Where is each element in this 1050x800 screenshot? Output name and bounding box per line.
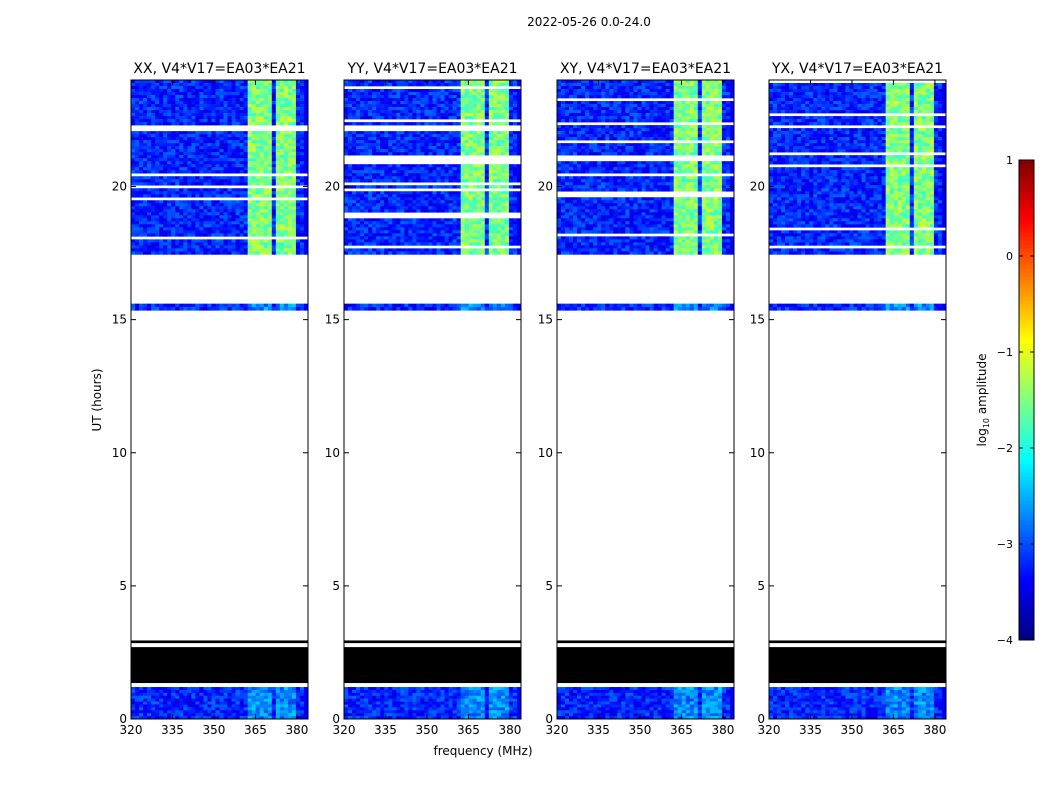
x-tick-label: 350 xyxy=(629,723,652,737)
colorbar: −4 −3 −2 −1 0 1 log10 amplitude xyxy=(975,154,1035,647)
y-tick-label: 5 xyxy=(757,579,765,593)
y-tick-label: 10 xyxy=(750,446,765,460)
x-axis-label: frequency (MHz) xyxy=(433,744,532,758)
y-tick-label: 20 xyxy=(538,180,553,194)
x-tick-label: 350 xyxy=(841,723,864,737)
y-tick-label: 0 xyxy=(757,712,765,726)
y-tick-label: 10 xyxy=(325,446,340,460)
x-tick-label: 365 xyxy=(244,723,267,737)
panel-title: YX, V4*V17=EA03*EA21 xyxy=(771,61,943,77)
x-tick-label: 320 xyxy=(333,723,356,737)
flagged-band xyxy=(769,647,946,684)
flagged-band xyxy=(769,640,946,644)
x-tick-label: 335 xyxy=(161,723,184,737)
flagged-band xyxy=(131,647,308,684)
y-tick-label: 10 xyxy=(538,446,553,460)
y-tick-label: 0 xyxy=(119,712,127,726)
y-tick-label: 0 xyxy=(545,712,553,726)
axes-frame xyxy=(768,79,947,720)
waterfall-image xyxy=(769,83,946,719)
x-tick-label: 335 xyxy=(587,723,610,737)
x-tick-label: 380 xyxy=(498,723,521,737)
y-tick-label: 20 xyxy=(325,180,340,194)
axes-frame xyxy=(343,79,522,720)
y-tick-label: 5 xyxy=(332,579,340,593)
waterfall-image xyxy=(344,80,521,719)
flagged-band xyxy=(344,647,521,684)
x-tick-label: 335 xyxy=(374,723,397,737)
x-tick-label: 320 xyxy=(758,723,781,737)
panel-yx: YX, V4*V17=EA03*EA21 320 335 350 365 380 0 5 10 1… xyxy=(750,61,947,737)
x-tick-label: 380 xyxy=(923,723,946,737)
y-tick-label: 5 xyxy=(119,579,127,593)
flagged-band xyxy=(131,640,308,644)
y-tick-label: 20 xyxy=(112,180,127,194)
x-tick-label: 320 xyxy=(120,723,143,737)
x-tick-label: 380 xyxy=(285,723,308,737)
x-tick-label: 365 xyxy=(670,723,693,737)
colorbar-tick-label: −1 xyxy=(997,346,1013,359)
y-tick-label: 5 xyxy=(545,579,553,593)
x-tick-label: 350 xyxy=(203,723,226,737)
panel-title: YY, V4*V17=EA03*EA21 xyxy=(346,61,517,77)
colorbar-tick-label: −2 xyxy=(997,442,1013,455)
waterfall-image xyxy=(557,80,734,719)
axes-frame xyxy=(556,79,735,720)
y-tick-label: 10 xyxy=(112,446,127,460)
panel-xx: XX, V4*V17=EA03*EA21 320 335 350 365 380 0 5 10 1… xyxy=(112,61,309,737)
panel-xy: XY, V4*V17=EA03*EA21 320 335 350 365 380 0 5 10 1… xyxy=(538,61,735,737)
y-tick-label: 15 xyxy=(750,313,765,327)
flagged-band xyxy=(557,640,734,644)
chart-title: 2022-05-26 0.0-24.0 xyxy=(527,15,651,29)
x-tick-label: 365 xyxy=(882,723,905,737)
y-tick-label: 20 xyxy=(750,180,765,194)
x-tick-label: 365 xyxy=(457,723,480,737)
colorbar-tick-label: 1 xyxy=(1006,154,1013,167)
x-tick-label: 320 xyxy=(546,723,569,737)
y-axis-label: UT (hours) xyxy=(90,368,104,431)
x-tick-label: 350 xyxy=(416,723,439,737)
flagged-band xyxy=(344,640,521,644)
panel-title: XY, V4*V17=EA03*EA21 xyxy=(560,61,731,77)
colorbar-frame xyxy=(1018,159,1035,641)
colorbar-tick-label: −4 xyxy=(997,634,1013,647)
x-tick-label: 380 xyxy=(711,723,734,737)
y-tick-label: 15 xyxy=(325,313,340,327)
panel-yy: YY, V4*V17=EA03*EA21 320 335 350 365 380 0 5 10 1… xyxy=(325,61,522,737)
x-tick-label: 335 xyxy=(799,723,822,737)
y-tick-label: 0 xyxy=(332,712,340,726)
y-tick-label: 15 xyxy=(112,313,127,327)
axes-frame xyxy=(130,79,309,720)
colorbar-tick-label: 0 xyxy=(1006,250,1013,263)
flagged-band xyxy=(557,647,734,684)
colorbar-label: log10 amplitude xyxy=(975,354,991,447)
colorbar-tick-label: −3 xyxy=(997,538,1013,551)
y-tick-label: 15 xyxy=(538,313,553,327)
waterfall-image xyxy=(131,80,308,719)
panel-title: XX, V4*V17=EA03*EA21 xyxy=(133,61,305,77)
